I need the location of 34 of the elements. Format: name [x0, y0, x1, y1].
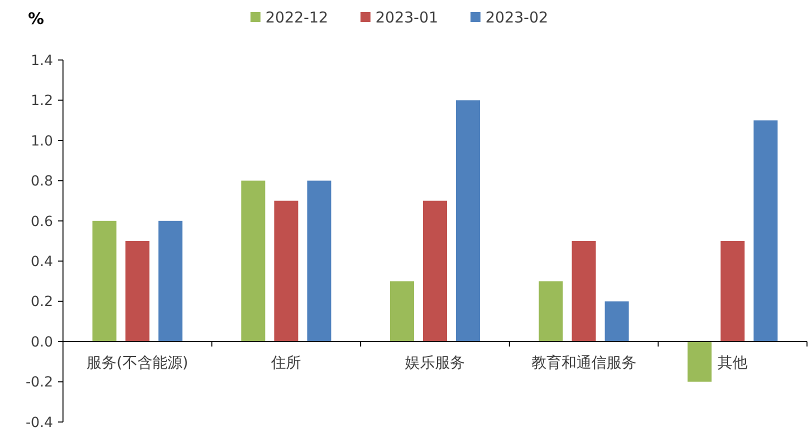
legend-label: 2022-12	[266, 8, 328, 26]
bar	[158, 220, 182, 342]
bar	[538, 281, 563, 342]
y-tick-label: 1.0	[30, 133, 53, 150]
bar	[274, 200, 298, 342]
y-tick-label: 0.6	[30, 214, 54, 230]
y-tick-label: 1.2	[30, 93, 53, 110]
bar	[604, 301, 629, 342]
x-tick-label: 教育和通信服务	[531, 354, 636, 372]
bar	[125, 241, 150, 342]
y-tick-label: 0.8	[30, 174, 53, 190]
y-axis-title: %	[28, 9, 44, 28]
y-tick-label: -0.4	[26, 414, 54, 430]
x-tick-label: 娱乐服务	[405, 354, 465, 372]
bar	[307, 180, 332, 342]
y-tick-label: 0.4	[30, 254, 54, 270]
bar	[423, 200, 447, 342]
x-tick-label: 其他	[718, 354, 748, 372]
bar	[241, 180, 266, 342]
x-tick-label: 住所	[270, 354, 302, 372]
bar	[572, 241, 596, 342]
legend-label: 2023-01	[376, 8, 438, 26]
bar	[754, 120, 778, 342]
y-tick-label: 1.4	[30, 52, 54, 69]
bar	[390, 281, 414, 342]
bar	[720, 241, 745, 342]
x-tick-label: 服务(不含能源)	[86, 354, 188, 372]
bar	[92, 220, 116, 342]
legend-label: 2023-02	[486, 8, 548, 26]
y-tick-label: 0.2	[30, 294, 53, 310]
y-tick-label: 0.0	[30, 334, 53, 350]
bar	[688, 342, 712, 382]
bar	[456, 100, 480, 342]
y-tick-label: -0.2	[26, 374, 53, 391]
